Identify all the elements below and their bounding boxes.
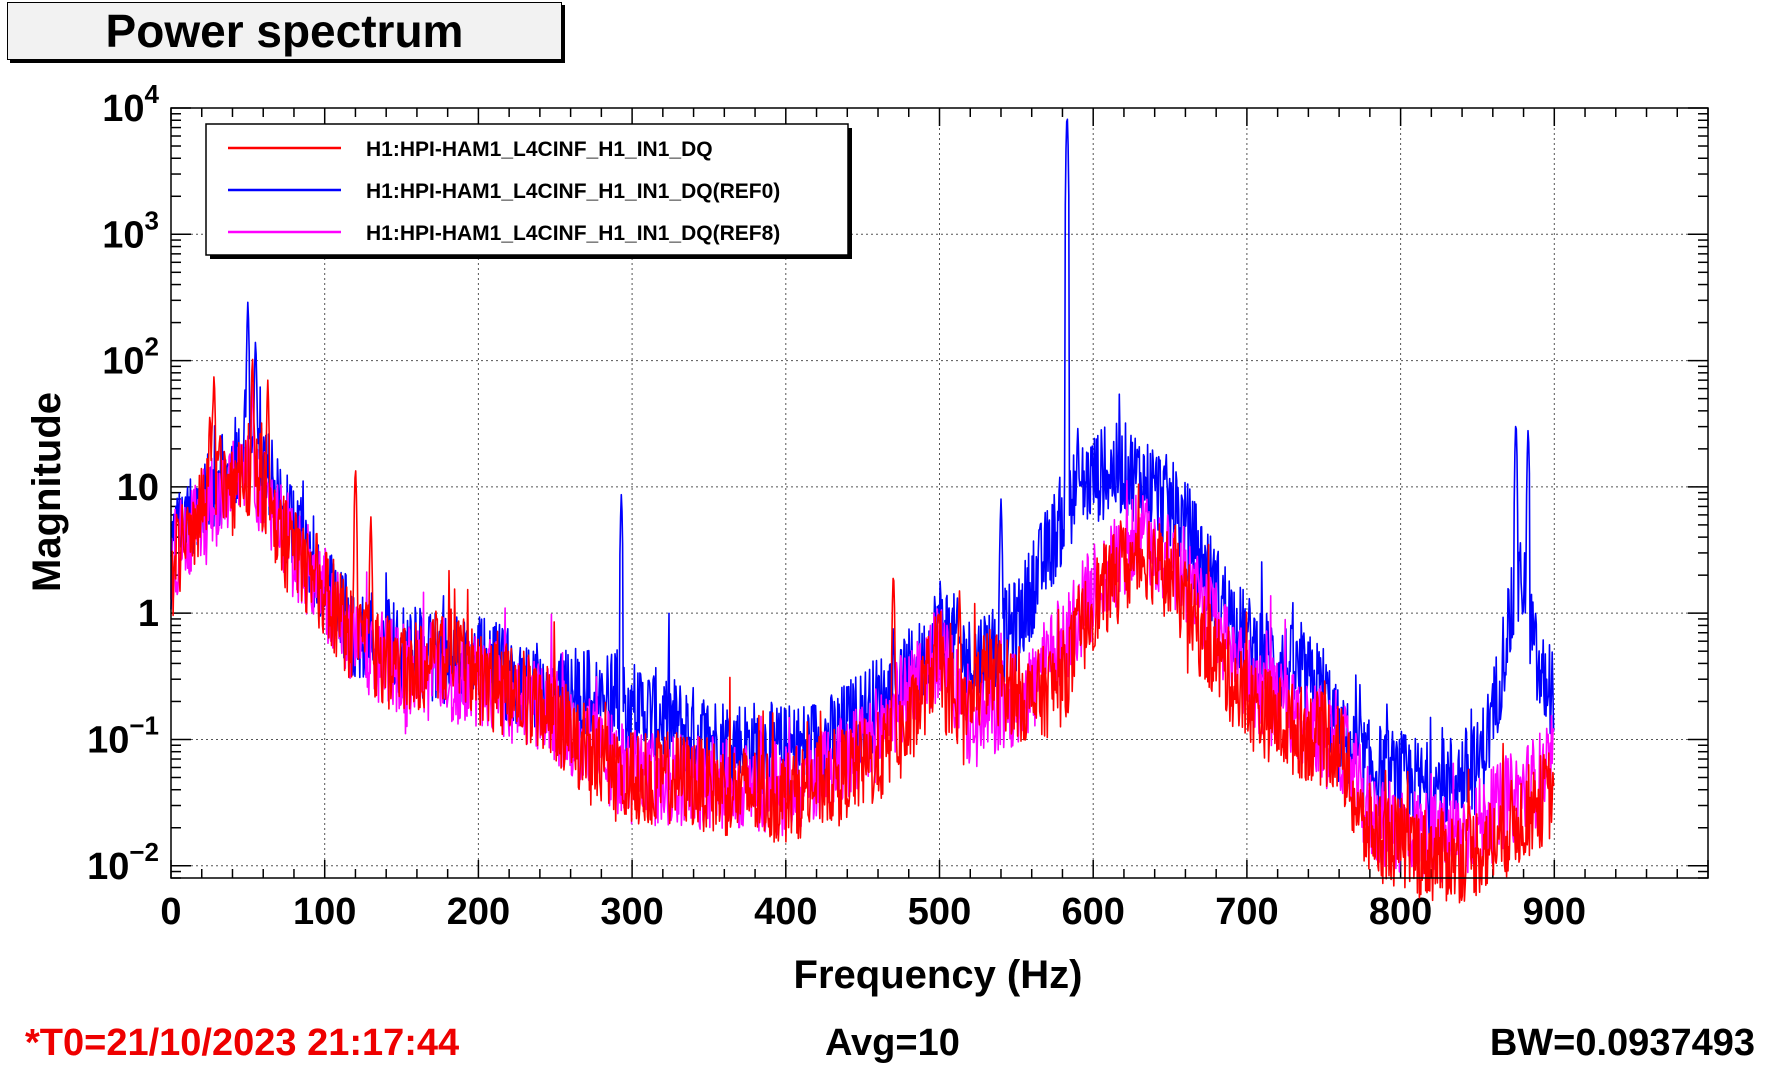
x-tick-label: 300 bbox=[600, 891, 663, 933]
x-tick-label: 600 bbox=[1061, 891, 1124, 933]
y-tick-label: 102 bbox=[102, 332, 159, 383]
series-group bbox=[170, 118, 1555, 904]
y-tick-label: 1 bbox=[138, 593, 159, 635]
chart-title: Power spectrum bbox=[105, 5, 464, 57]
legend: H1:HPI-HAM1_L4CINF_H1_IN1_DQ H1:HPI-HAM1_… bbox=[205, 123, 852, 259]
x-tick-label: 100 bbox=[293, 891, 356, 933]
legend-label-2: H1:HPI-HAM1_L4CINF_H1_IN1_DQ(REF8) bbox=[366, 222, 780, 245]
y-tick-label: 10 bbox=[117, 467, 159, 509]
y-tick-label: 103 bbox=[102, 205, 159, 256]
y-tick-label: 104 bbox=[102, 79, 159, 130]
x-axis-label: Frequency (Hz) bbox=[794, 953, 1083, 997]
x-tick-label: 0 bbox=[160, 891, 181, 933]
average-count: Avg=10 bbox=[825, 1022, 960, 1064]
legend-label-0: H1:HPI-HAM1_L4CINF_H1_IN1_DQ bbox=[366, 138, 713, 161]
x-tick-label: 200 bbox=[447, 891, 510, 933]
x-tick-label: 800 bbox=[1369, 891, 1432, 933]
y-axis-label: Magnitude bbox=[25, 392, 69, 592]
plot-frame bbox=[170, 107, 1709, 879]
bandwidth-readout: BW=0.0937493 bbox=[1489, 1022, 1755, 1064]
x-tick-label: 700 bbox=[1215, 891, 1278, 933]
x-tick-label: 900 bbox=[1523, 891, 1586, 933]
y-tick-label: 10−2 bbox=[87, 837, 159, 888]
legend-label-1: H1:HPI-HAM1_L4CINF_H1_IN1_DQ(REF0) bbox=[366, 180, 780, 203]
x-tick-label: 500 bbox=[908, 891, 971, 933]
series-line-0 bbox=[170, 358, 1555, 904]
x-tick-label: 400 bbox=[754, 891, 817, 933]
t0-timestamp: *T0=21/10/2023 21:17:44 bbox=[25, 1022, 460, 1064]
y-tick-label: 10−1 bbox=[87, 710, 159, 761]
chart-title-box: Power spectrum bbox=[7, 2, 562, 60]
